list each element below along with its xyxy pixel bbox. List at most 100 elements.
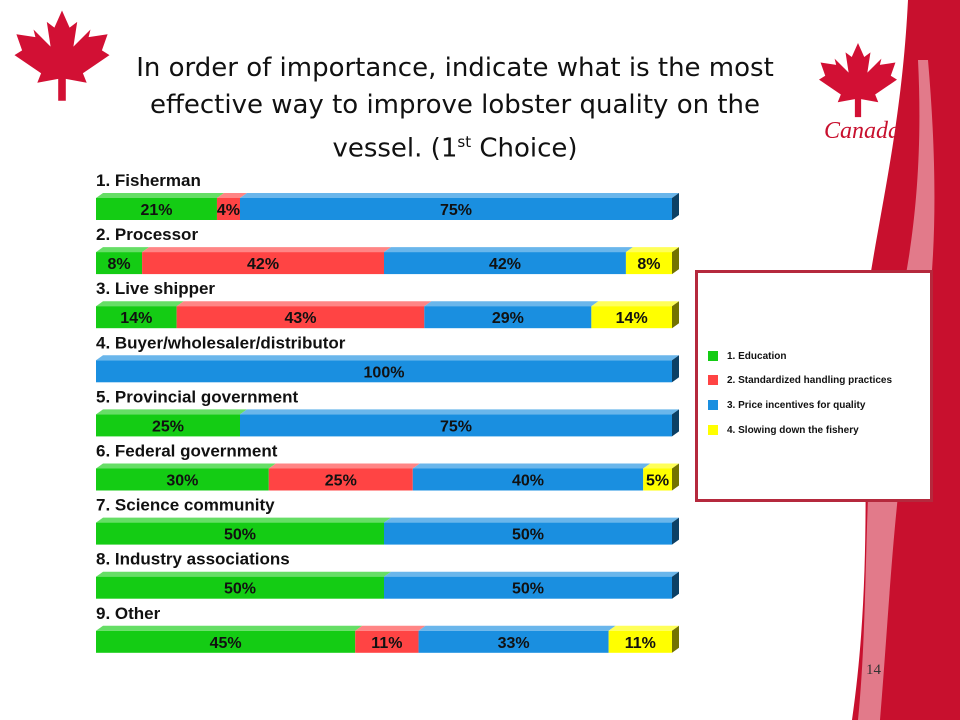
bar-value-label: 4% (217, 202, 240, 219)
legend-swatch (708, 400, 718, 410)
bar-value-label: 50% (224, 527, 256, 544)
bar-segment-top (96, 463, 276, 469)
bar-value-label: 43% (284, 310, 316, 327)
bar-value-label: 45% (210, 635, 242, 652)
bar-segment-top (424, 301, 599, 307)
bar-side-face (672, 301, 679, 329)
bar-segment-top (142, 247, 391, 253)
category-label: 3. Live shipper (96, 279, 215, 298)
bar-side-face (672, 409, 679, 437)
bar-value-label: 50% (512, 527, 544, 544)
bar-segment-top (608, 625, 679, 631)
bar-value-label: 40% (512, 473, 544, 490)
bar-segment-top (216, 193, 247, 198)
bar-segment (96, 576, 384, 599)
bar-segment (268, 468, 413, 491)
chart-legend: 1. Education 2. Standardized handling pra… (695, 270, 933, 502)
bar-segment (96, 468, 269, 491)
bar-segment-top (412, 463, 651, 469)
bar-segment (96, 630, 356, 653)
bar-segment (96, 522, 384, 545)
bar-segment (142, 252, 384, 275)
bar-value-label: 25% (152, 418, 184, 435)
bar-segment-top (384, 517, 679, 523)
category-label: 1. Fisherman (96, 171, 201, 190)
bar-segment-top (268, 463, 420, 469)
bar-segment-top (240, 409, 679, 415)
bar-side-face (672, 355, 679, 383)
bar-segment-top (96, 409, 247, 415)
bar-segment (216, 198, 240, 220)
legend-swatch (708, 425, 718, 435)
bar-value-label: 5% (646, 473, 669, 490)
legend-label: 4. Slowing down the fishery (727, 424, 859, 436)
canada-wordmark: Canada (824, 118, 901, 144)
bar-segment (424, 306, 592, 329)
legend-label: 3. Price incentives for quality (727, 399, 866, 411)
bar-segment-top (418, 625, 616, 631)
bar-segment (643, 468, 672, 491)
legend-swatch (708, 375, 718, 385)
bar-side-face (672, 463, 679, 491)
bar-segment-top (240, 193, 679, 198)
legend-item: 3. Price incentives for quality (708, 398, 865, 412)
bar-segment-top (96, 625, 363, 631)
bar-segment (96, 360, 672, 383)
bar-side-face (672, 625, 679, 653)
bar-segment-top (176, 301, 432, 307)
category-label: 7. Science community (96, 496, 275, 515)
bar-value-label: 75% (440, 202, 472, 219)
page-number: 14 (866, 662, 881, 678)
bar-segment (176, 306, 425, 329)
category-label: 6. Federal government (96, 442, 278, 461)
legend-item: 2. Standardized handling practices (708, 373, 892, 387)
bar-value-label: 21% (140, 202, 172, 219)
category-label: 5. Provincial government (96, 387, 299, 406)
bar-segment-top (591, 301, 679, 307)
bar-value-label: 100% (364, 364, 405, 381)
bar-segment (412, 468, 644, 491)
bar-segment-top (625, 247, 679, 253)
bar-segment (625, 252, 672, 275)
bar-segment (240, 414, 672, 437)
bar-segment (384, 522, 672, 545)
bar-segment (591, 306, 672, 329)
bar-value-label: 14% (120, 310, 152, 327)
bar-segment (418, 630, 609, 653)
bar-segment-top (355, 625, 426, 631)
slide-title: In order of importance, indicate what is… (136, 53, 774, 164)
bar-value-label: 11% (625, 635, 656, 652)
bar-segment-top (384, 571, 679, 577)
bar-value-label: 11% (371, 635, 402, 652)
category-label: 8. Industry associations (96, 550, 290, 569)
bar-segment (96, 306, 177, 329)
bar-value-label: 75% (440, 418, 472, 435)
bar-segment (384, 252, 626, 275)
bar-segment-top (96, 193, 224, 198)
bar-segment-top (643, 463, 679, 469)
legend-item: 4. Slowing down the fishery (708, 423, 859, 437)
bar-value-label: 42% (247, 256, 279, 273)
bar-segment (355, 630, 419, 653)
bar-side-face (672, 193, 679, 220)
bar-segment-top (384, 247, 633, 253)
bar-side-face (672, 571, 679, 599)
bar-value-label: 25% (325, 473, 357, 490)
category-label: 2. Processor (96, 225, 198, 244)
bar-value-label: 8% (107, 256, 130, 273)
legend-swatch (708, 351, 718, 361)
bar-segment (384, 576, 672, 599)
bar-value-label: 29% (492, 310, 524, 327)
legend-label: 1. Education (727, 350, 787, 362)
bar-value-label: 50% (224, 581, 256, 598)
legend-label: 2. Standardized handling practices (727, 374, 893, 386)
bar-segment-top (96, 355, 679, 361)
bar-segment (240, 198, 672, 220)
bar-value-label: 14% (616, 310, 648, 327)
bar-segment (96, 252, 143, 275)
bar-side-face (672, 247, 679, 275)
bar-segment-top (96, 247, 150, 253)
bar-segment-top (96, 571, 391, 577)
bar-segment (608, 630, 672, 653)
